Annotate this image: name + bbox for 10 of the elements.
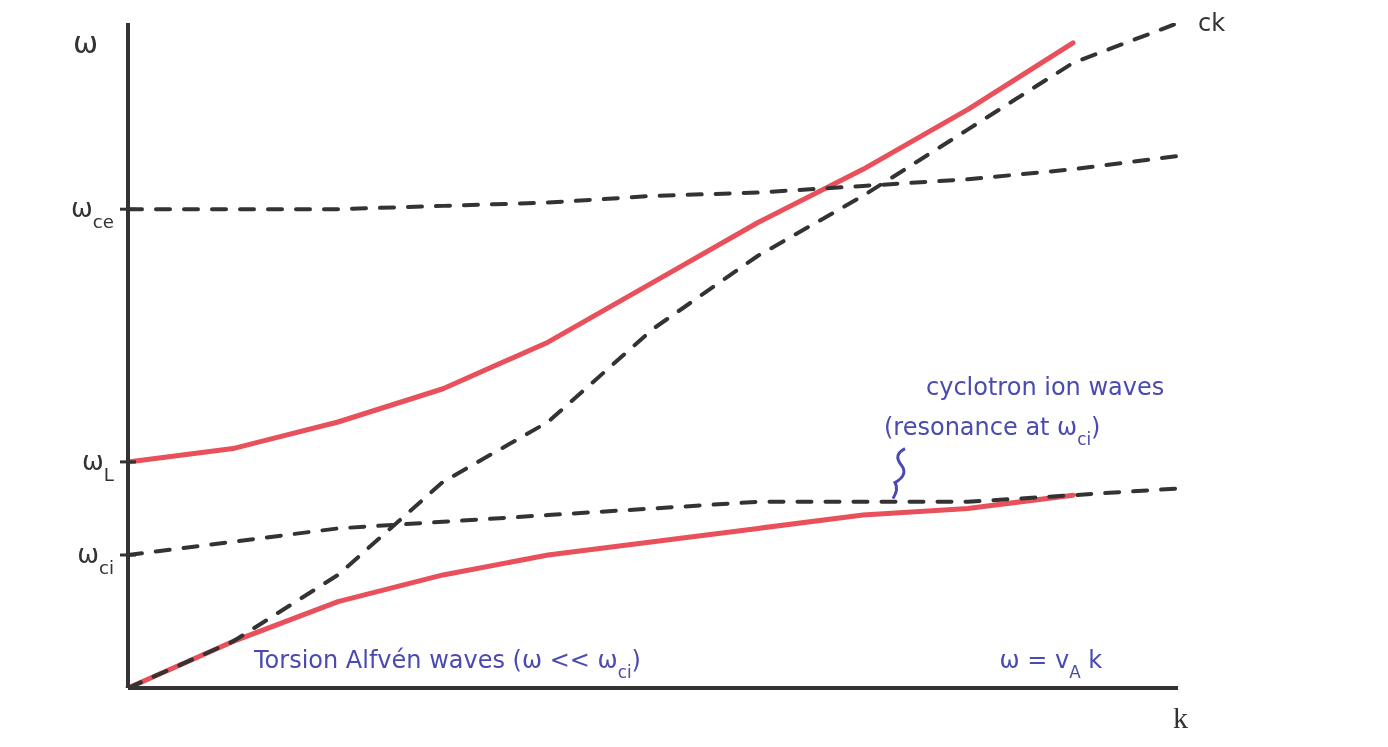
text: ω$_{ce}$ xyxy=(71,193,114,232)
annotation: cyclotron ion waves xyxy=(926,373,1165,402)
text: ck xyxy=(1198,9,1226,37)
annotation: Torsion Alfvén waves (ω << ω$_{ci}$) xyxy=(253,646,641,683)
text: ω$_{L}$ xyxy=(82,445,115,485)
annotation: ω = v$_{A}$ k xyxy=(999,646,1103,683)
y-axis-title: ω xyxy=(72,25,98,60)
x-axis-title: k xyxy=(1173,701,1188,734)
text: ω$_{ci}$ xyxy=(77,539,114,578)
annotation: (resonance at ω$_{ci}$) xyxy=(884,413,1101,450)
